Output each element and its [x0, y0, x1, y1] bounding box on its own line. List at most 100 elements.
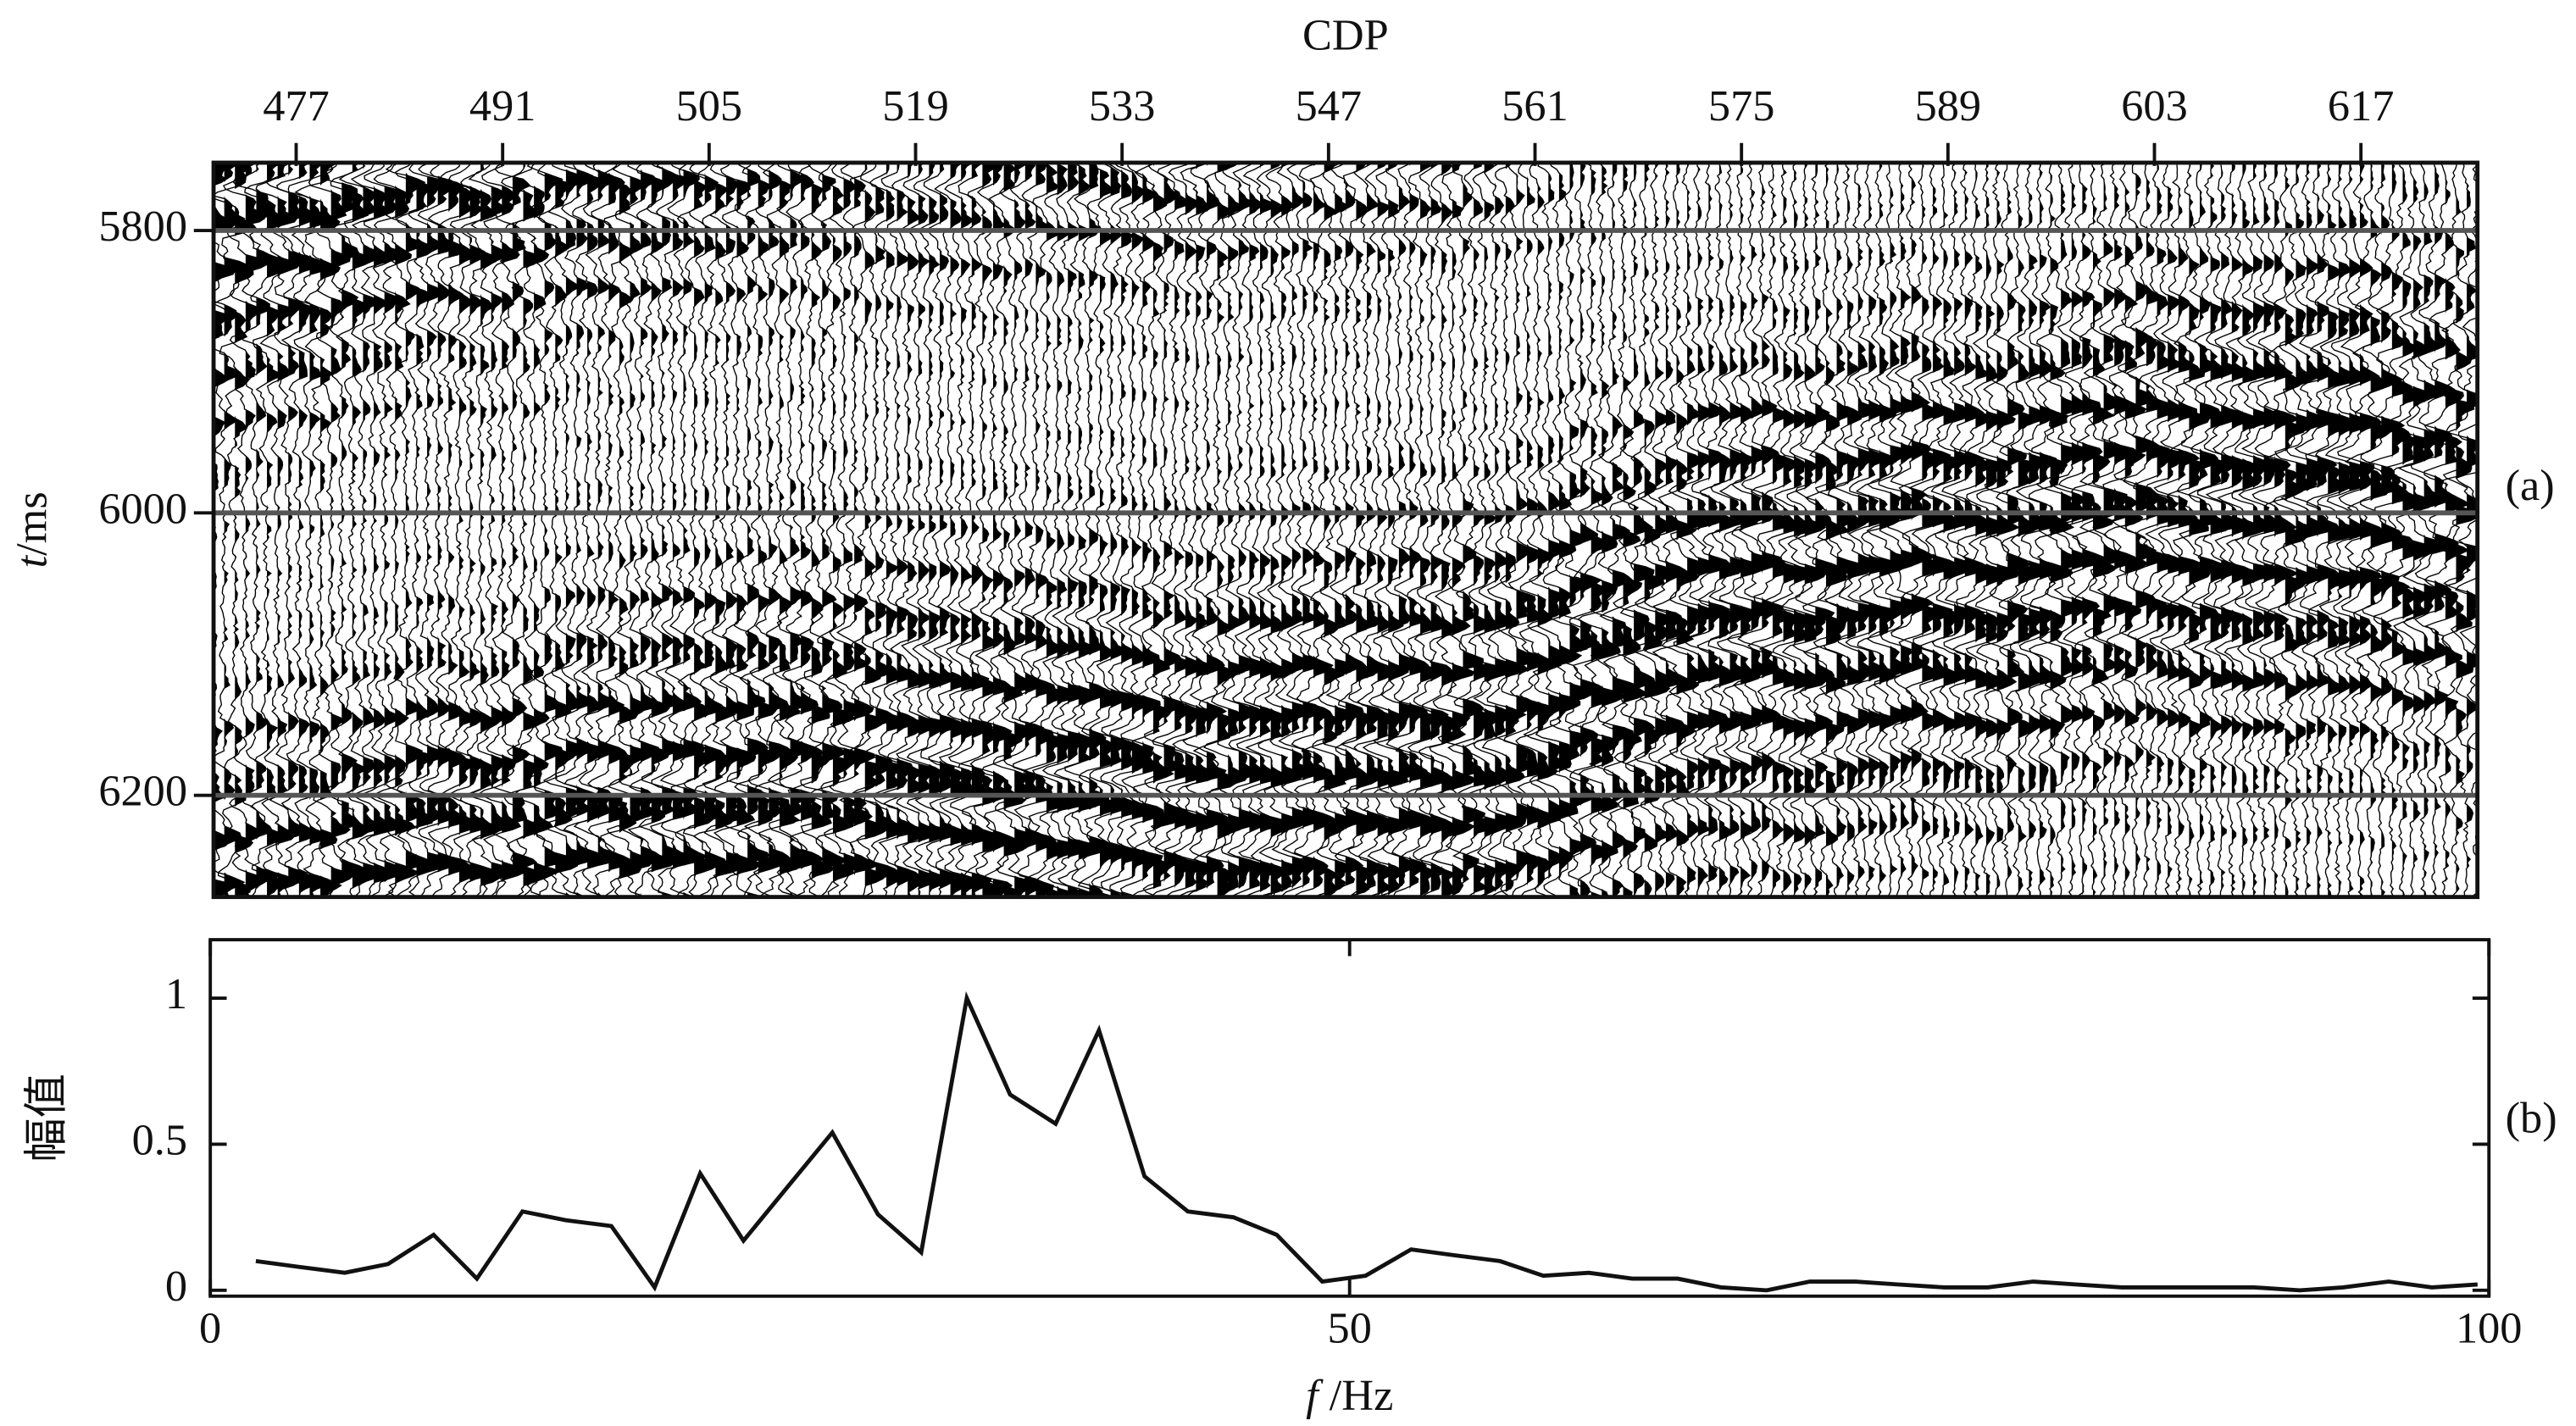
trace-wiggle: [338, 163, 387, 896]
trace-wiggle: [1192, 163, 1241, 896]
trace-fill: [245, 163, 267, 897]
trace-wiggle: [1362, 163, 1413, 896]
trace-fill: [779, 163, 802, 897]
y-tick-label: 0.5: [132, 1115, 187, 1164]
trace-fill: [1697, 163, 1719, 897]
trace-wiggle: [1599, 163, 1646, 896]
trace-fill: [1922, 163, 1945, 897]
trace-fill: [1228, 163, 1251, 897]
trace-wiggle: [2166, 163, 2211, 896]
trace-wiggle: [512, 163, 557, 896]
x-tick-label: 0: [199, 1303, 221, 1352]
trace-fill: [1665, 163, 1689, 897]
trace-fill: [1377, 163, 1401, 897]
trace-wiggle: [1813, 163, 1863, 896]
trace-fill: [1441, 163, 1463, 897]
trace-fill: [1687, 163, 1710, 897]
x-tick-label: 477: [263, 81, 330, 130]
trace-wiggle: [820, 163, 868, 896]
trace-fill: [1591, 163, 1616, 897]
trace-wiggle: [2049, 163, 2098, 896]
trace-wiggle: [318, 163, 367, 896]
trace-wiggle: [1746, 163, 1796, 896]
trace-wiggle: [992, 163, 1038, 896]
trace-fill: [843, 163, 867, 897]
trace-fill: [1068, 163, 1089, 897]
trace-fill: [2103, 163, 2128, 897]
trace-wiggle: [2442, 163, 2478, 896]
trace-fill: [683, 163, 707, 897]
trace-fill: [1879, 163, 1905, 897]
trace-fill: [1367, 163, 1391, 897]
trace-fill: [2478, 163, 2501, 897]
trace-wiggle: [2344, 163, 2396, 896]
trace-fill: [2189, 163, 2211, 897]
trace-wiggle: [1395, 163, 1444, 896]
x-tick-label: 100: [2456, 1303, 2523, 1352]
trace-fill: [1270, 163, 1293, 897]
trace-fill: [2391, 163, 2415, 897]
trace-fill: [1857, 163, 1884, 897]
trace-wiggle: [958, 163, 1008, 896]
trace-wiggle: [2110, 163, 2160, 896]
trace-wiggle: [222, 163, 269, 896]
seismic-texture: [214, 163, 2501, 897]
trace-fill: [715, 163, 741, 897]
trace-wiggle: [308, 163, 355, 896]
y-tick-label: 1: [165, 969, 187, 1018]
trace-wiggle: [1108, 163, 1155, 896]
trace-fill: [1281, 163, 1307, 897]
trace-wiggle: [1588, 163, 1638, 896]
trace-fill: [2445, 163, 2469, 897]
trace-wiggle: [779, 163, 824, 896]
trace-wiggle: [2091, 163, 2139, 896]
trace-wiggle: [1373, 163, 1424, 896]
trace-wiggle: [1845, 163, 1893, 896]
trace-wiggle: [2197, 163, 2246, 896]
trace-wiggle: [1418, 163, 1464, 896]
trace-fill: [1185, 163, 1209, 897]
x-tick-label: 519: [882, 81, 949, 130]
trace-wiggle: [1481, 163, 1529, 896]
panel-label: (b): [2506, 1093, 2557, 1142]
trace-fill: [832, 163, 855, 897]
trace-wiggle: [1930, 163, 1981, 896]
trace-wiggle: [2102, 163, 2150, 896]
x-tick-label: 561: [1502, 81, 1568, 130]
trace-wiggle: [1887, 163, 1937, 896]
trace-wiggle: [2391, 163, 2436, 896]
y-tick-label: 5800: [98, 202, 187, 251]
trace-fill: [2157, 163, 2181, 897]
trace-wiggle: [1974, 163, 2020, 896]
trace-fill: [1708, 163, 1730, 897]
trace-fill: [576, 163, 601, 897]
trace-wiggle: [713, 163, 759, 896]
trace-wiggle: [1823, 163, 1870, 896]
trace-fill: [1174, 163, 1198, 897]
trace-wiggle: [2133, 163, 2183, 896]
trace-fill: [619, 163, 641, 897]
x-tick-label: 491: [469, 81, 536, 130]
trace-wiggle: [1696, 163, 1742, 896]
trace-wiggle: [1984, 163, 2029, 896]
x-tick-label: 575: [1708, 81, 1775, 130]
trace-wiggle: [1673, 163, 1720, 896]
trace-wiggle: [1334, 163, 1379, 896]
trace-wiggle: [1291, 163, 1338, 896]
trace-fill: [2071, 163, 2096, 897]
trace-fill: [1024, 163, 1047, 897]
trace-fill: [427, 163, 450, 897]
trace-wiggle: [606, 163, 652, 896]
trace-wiggle: [563, 163, 611, 896]
x-axis-label: f /Hz: [1306, 1371, 1393, 1420]
trace-wiggle: [287, 163, 331, 896]
trace-wiggle: [1172, 163, 1220, 896]
trace-fill: [1121, 163, 1143, 897]
trace-wiggle: [2079, 163, 2129, 896]
trace-fill: [822, 163, 846, 897]
trace-wiggle: [1707, 163, 1755, 896]
trace-wiggle: [2145, 163, 2190, 896]
trace-wiggle: [1726, 163, 1774, 896]
trace-wiggle: [1878, 163, 1928, 896]
trace-wiggle: [2410, 163, 2460, 896]
